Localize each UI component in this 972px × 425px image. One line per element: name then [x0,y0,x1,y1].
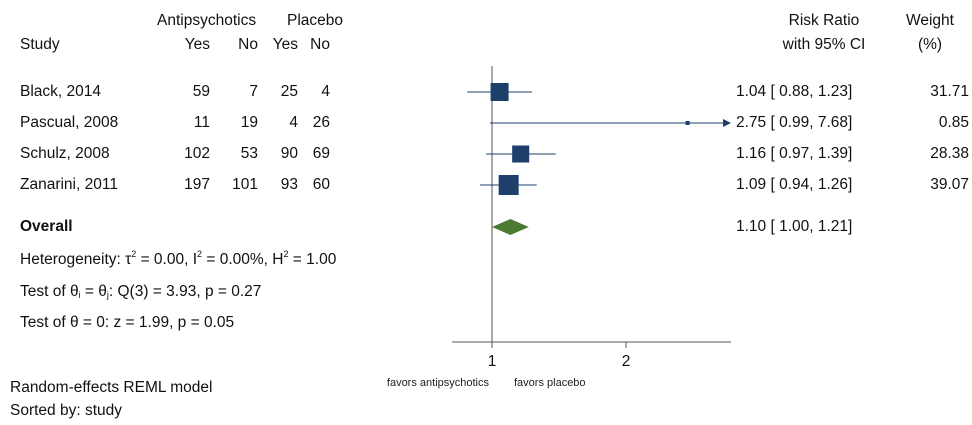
overall-ci-text: 1.10 [ 1.00, 1.21] [736,218,853,235]
study-marker [498,175,519,195]
favors-left-label: favors antipsychotics [387,377,490,389]
no1-cell: 53 [240,145,258,162]
weight-cell: 39.07 [930,176,969,193]
weight-header: Weight [906,12,954,29]
overall-label: Overall [20,218,73,235]
sorted-note: Sorted by: study [10,402,123,419]
no1-cell: 19 [240,114,258,131]
study-name: Pascual, 2008 [20,114,119,131]
ci-arrow [723,119,731,127]
study-name: Black, 2014 [20,83,101,100]
x-tick-label: 2 [622,353,631,370]
effect-test-text: Test of θ = 0: z = 1.99, p = 0.05 [20,314,235,331]
ci-text: 1.04 [ 0.88, 1.23] [736,83,853,100]
no2-cell: 4 [321,83,330,100]
yes2-cell: 93 [280,176,298,193]
heterogeneity-text: Heterogeneity: τ2 = 0.00, I2 = 0.00%, H2… [20,249,337,269]
group2-header: Placebo [287,12,344,29]
ci-text: 1.09 [ 0.94, 1.26] [736,176,853,193]
ci-text: 2.75 [ 0.99, 7.68] [736,114,853,131]
group1-header: Antipsychotics [157,12,257,29]
study-column-header: Study [20,36,60,53]
study-name: Schulz, 2008 [20,145,110,162]
no1-cell: 101 [232,176,258,193]
ci-text: 1.16 [ 0.97, 1.39] [736,145,853,162]
yes1-header: Yes [184,36,210,53]
weight-cell: 0.85 [938,114,969,131]
no2-cell: 60 [312,176,330,193]
yes2-cell: 25 [280,83,298,100]
yes2-cell: 4 [289,114,298,131]
study-name: Zanarini, 2011 [20,176,118,193]
yes1-cell: 11 [193,114,210,131]
homogeneity-test-text: Test of θi = θj: Q(3) = 3.93, p = 0.27 [20,283,262,300]
no1-header: No [238,36,258,53]
yes1-cell: 102 [184,145,210,162]
no2-cell: 26 [312,114,330,131]
no1-cell: 7 [249,83,258,100]
study-marker [685,121,690,125]
weight-cell: 28.38 [930,145,969,162]
study-marker [490,82,509,102]
yes2-header: Yes [272,36,298,53]
overall-diamond [492,219,529,235]
favors-right-label: favors placebo [514,377,586,389]
risk-ratio-header: Risk Ratio [788,12,860,29]
model-note: Random-effects REML model [10,379,213,396]
x-tick-label: 1 [488,353,497,370]
weight-cell: 31.71 [930,83,969,100]
yes1-cell: 197 [184,176,210,193]
yes2-cell: 90 [280,145,298,162]
no2-cell: 69 [312,145,330,162]
weight-unit-header: (%) [917,36,943,53]
ci-header: with 95% CI [782,36,866,53]
no2-header: No [310,36,330,53]
study-marker [512,145,530,163]
yes1-cell: 59 [192,83,210,100]
